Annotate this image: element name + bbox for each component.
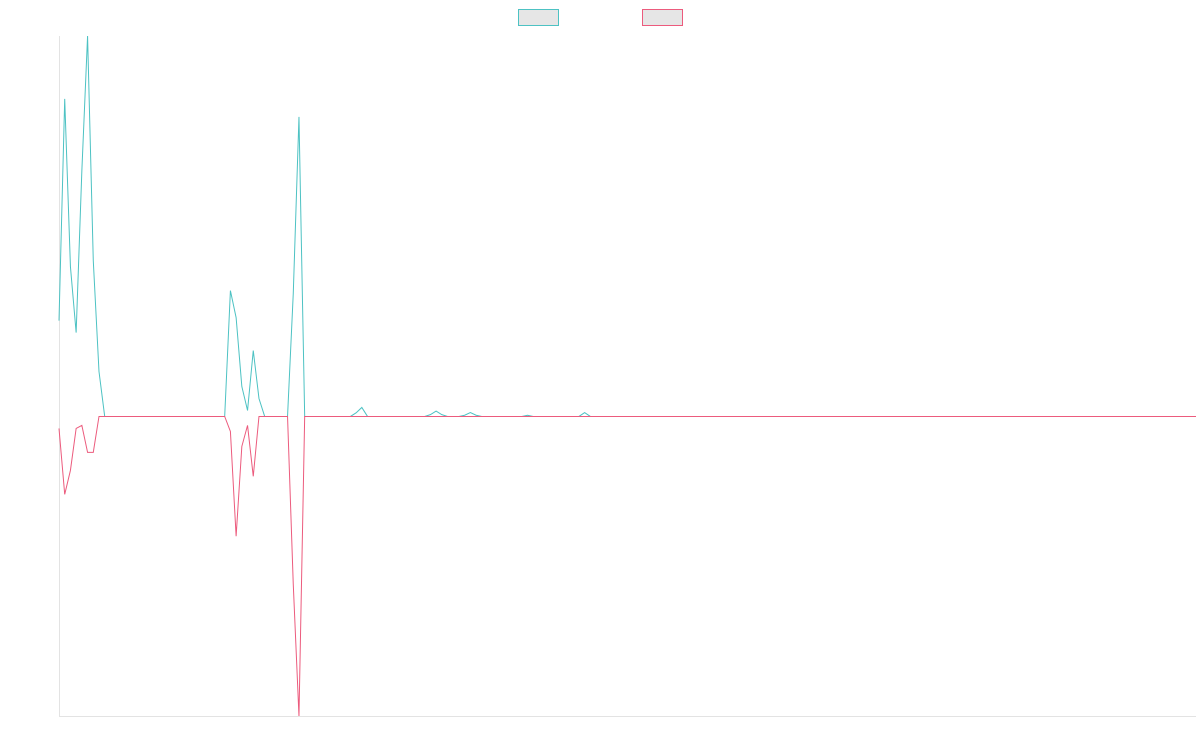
- series-line-1: [58, 35, 1196, 417]
- series-line-2: [58, 415, 1196, 717]
- axes: [59, 36, 1196, 717]
- series-layer: [58, 35, 1196, 717]
- legend: [518, 9, 683, 26]
- legend-swatch-1[interactable]: [518, 9, 559, 26]
- legend-swatch-2[interactable]: [642, 9, 683, 26]
